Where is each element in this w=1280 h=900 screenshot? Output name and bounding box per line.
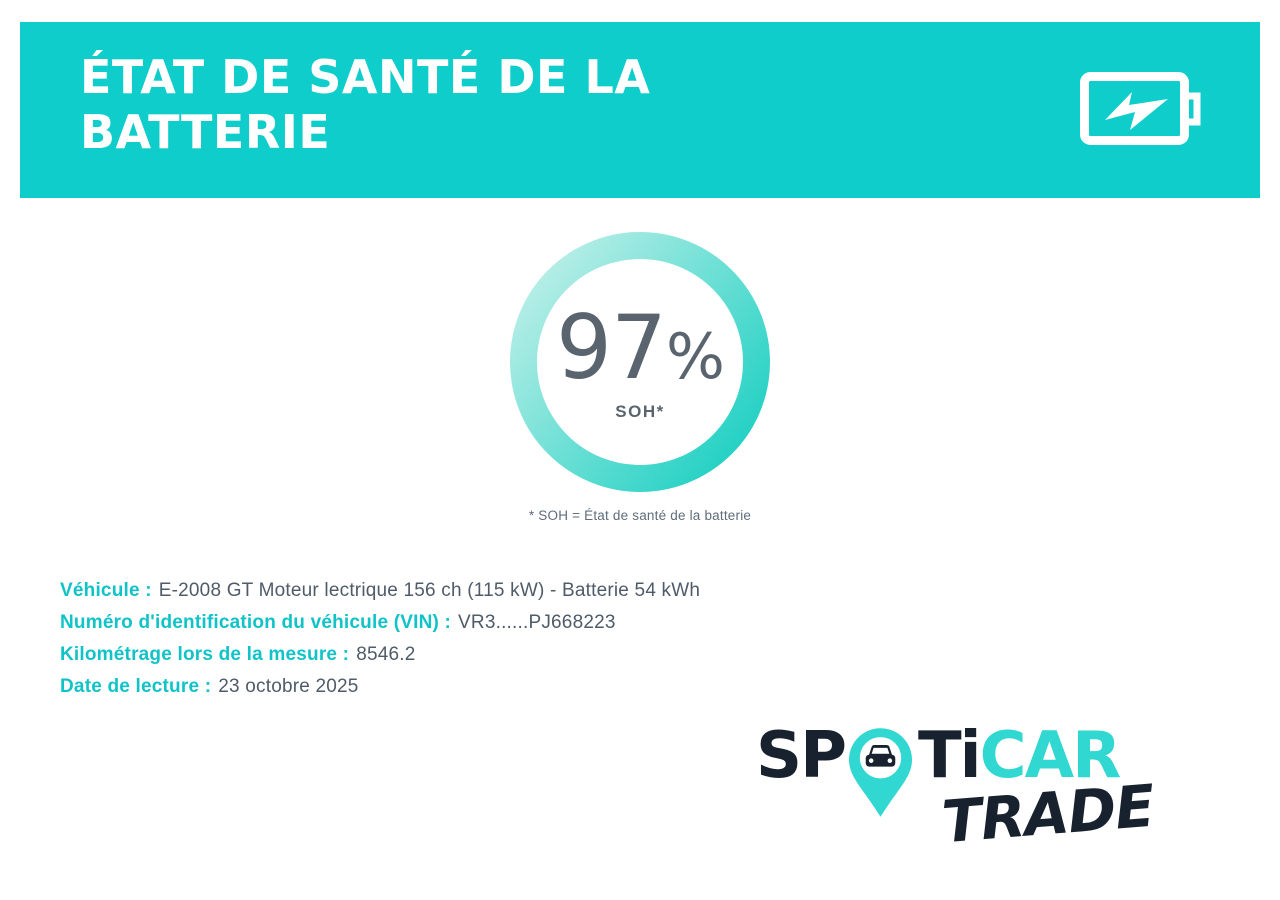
header-banner: ÉTAT DE SANTÉ DE LA BATTERIE — [20, 22, 1260, 198]
logo-text-trade: TRADE — [939, 771, 1157, 857]
mileage-value: 8546.2 — [356, 644, 416, 665]
vin-value: VR3......PJ668223 — [458, 612, 616, 633]
soh-gauge: 97% SOH* — [508, 230, 772, 494]
vehicle-value: E-2008 GT Moteur lectrique 156 ch (115 k… — [158, 580, 701, 601]
battery-charging-icon — [1080, 72, 1201, 145]
map-pin-car-icon — [849, 728, 912, 817]
spoticar-wordmark: SP Ti CAR — [756, 724, 1186, 817]
detail-row-vehicle: Véhicule : E-2008 GT Moteur lectrique 156… — [60, 575, 700, 607]
logo-text-ti: Ti — [918, 719, 982, 793]
car-glyph — [865, 744, 896, 767]
vin-label: Numéro d'identification du véhicule (VIN… — [60, 612, 452, 633]
vehicle-details: Véhicule : E-2008 GT Moteur lectrique 156… — [60, 575, 700, 703]
vehicle-label: Véhicule : — [60, 580, 152, 601]
soh-label: SOH* — [615, 402, 665, 421]
logo-text-sp: SP — [756, 719, 847, 793]
detail-row-date: Date de lecture : 23 octobre 2025 — [60, 671, 700, 703]
soh-number: 97 — [556, 296, 667, 399]
soh-footnote: * SOH = État de santé de la batterie — [528, 508, 752, 523]
date-value: 23 octobre 2025 — [218, 676, 359, 697]
date-label: Date de lecture : — [60, 676, 212, 697]
soh-value: 97% — [508, 304, 772, 392]
mileage-label: Kilométrage lors de la mesure : — [60, 644, 350, 665]
percent-sign: % — [666, 320, 725, 393]
spoticar-trade-logo: SP Ti CAR TRADE — [756, 724, 1186, 864]
page-title: ÉTAT DE SANTÉ DE LA BATTERIE — [80, 50, 651, 159]
detail-row-vin: Numéro d'identification du véhicule (VIN… — [60, 607, 700, 639]
logo-text-car: CAR — [979, 719, 1122, 793]
detail-row-mileage: Kilométrage lors de la mesure : 8546.2 — [60, 639, 700, 671]
gauge-ring — [510, 232, 770, 492]
